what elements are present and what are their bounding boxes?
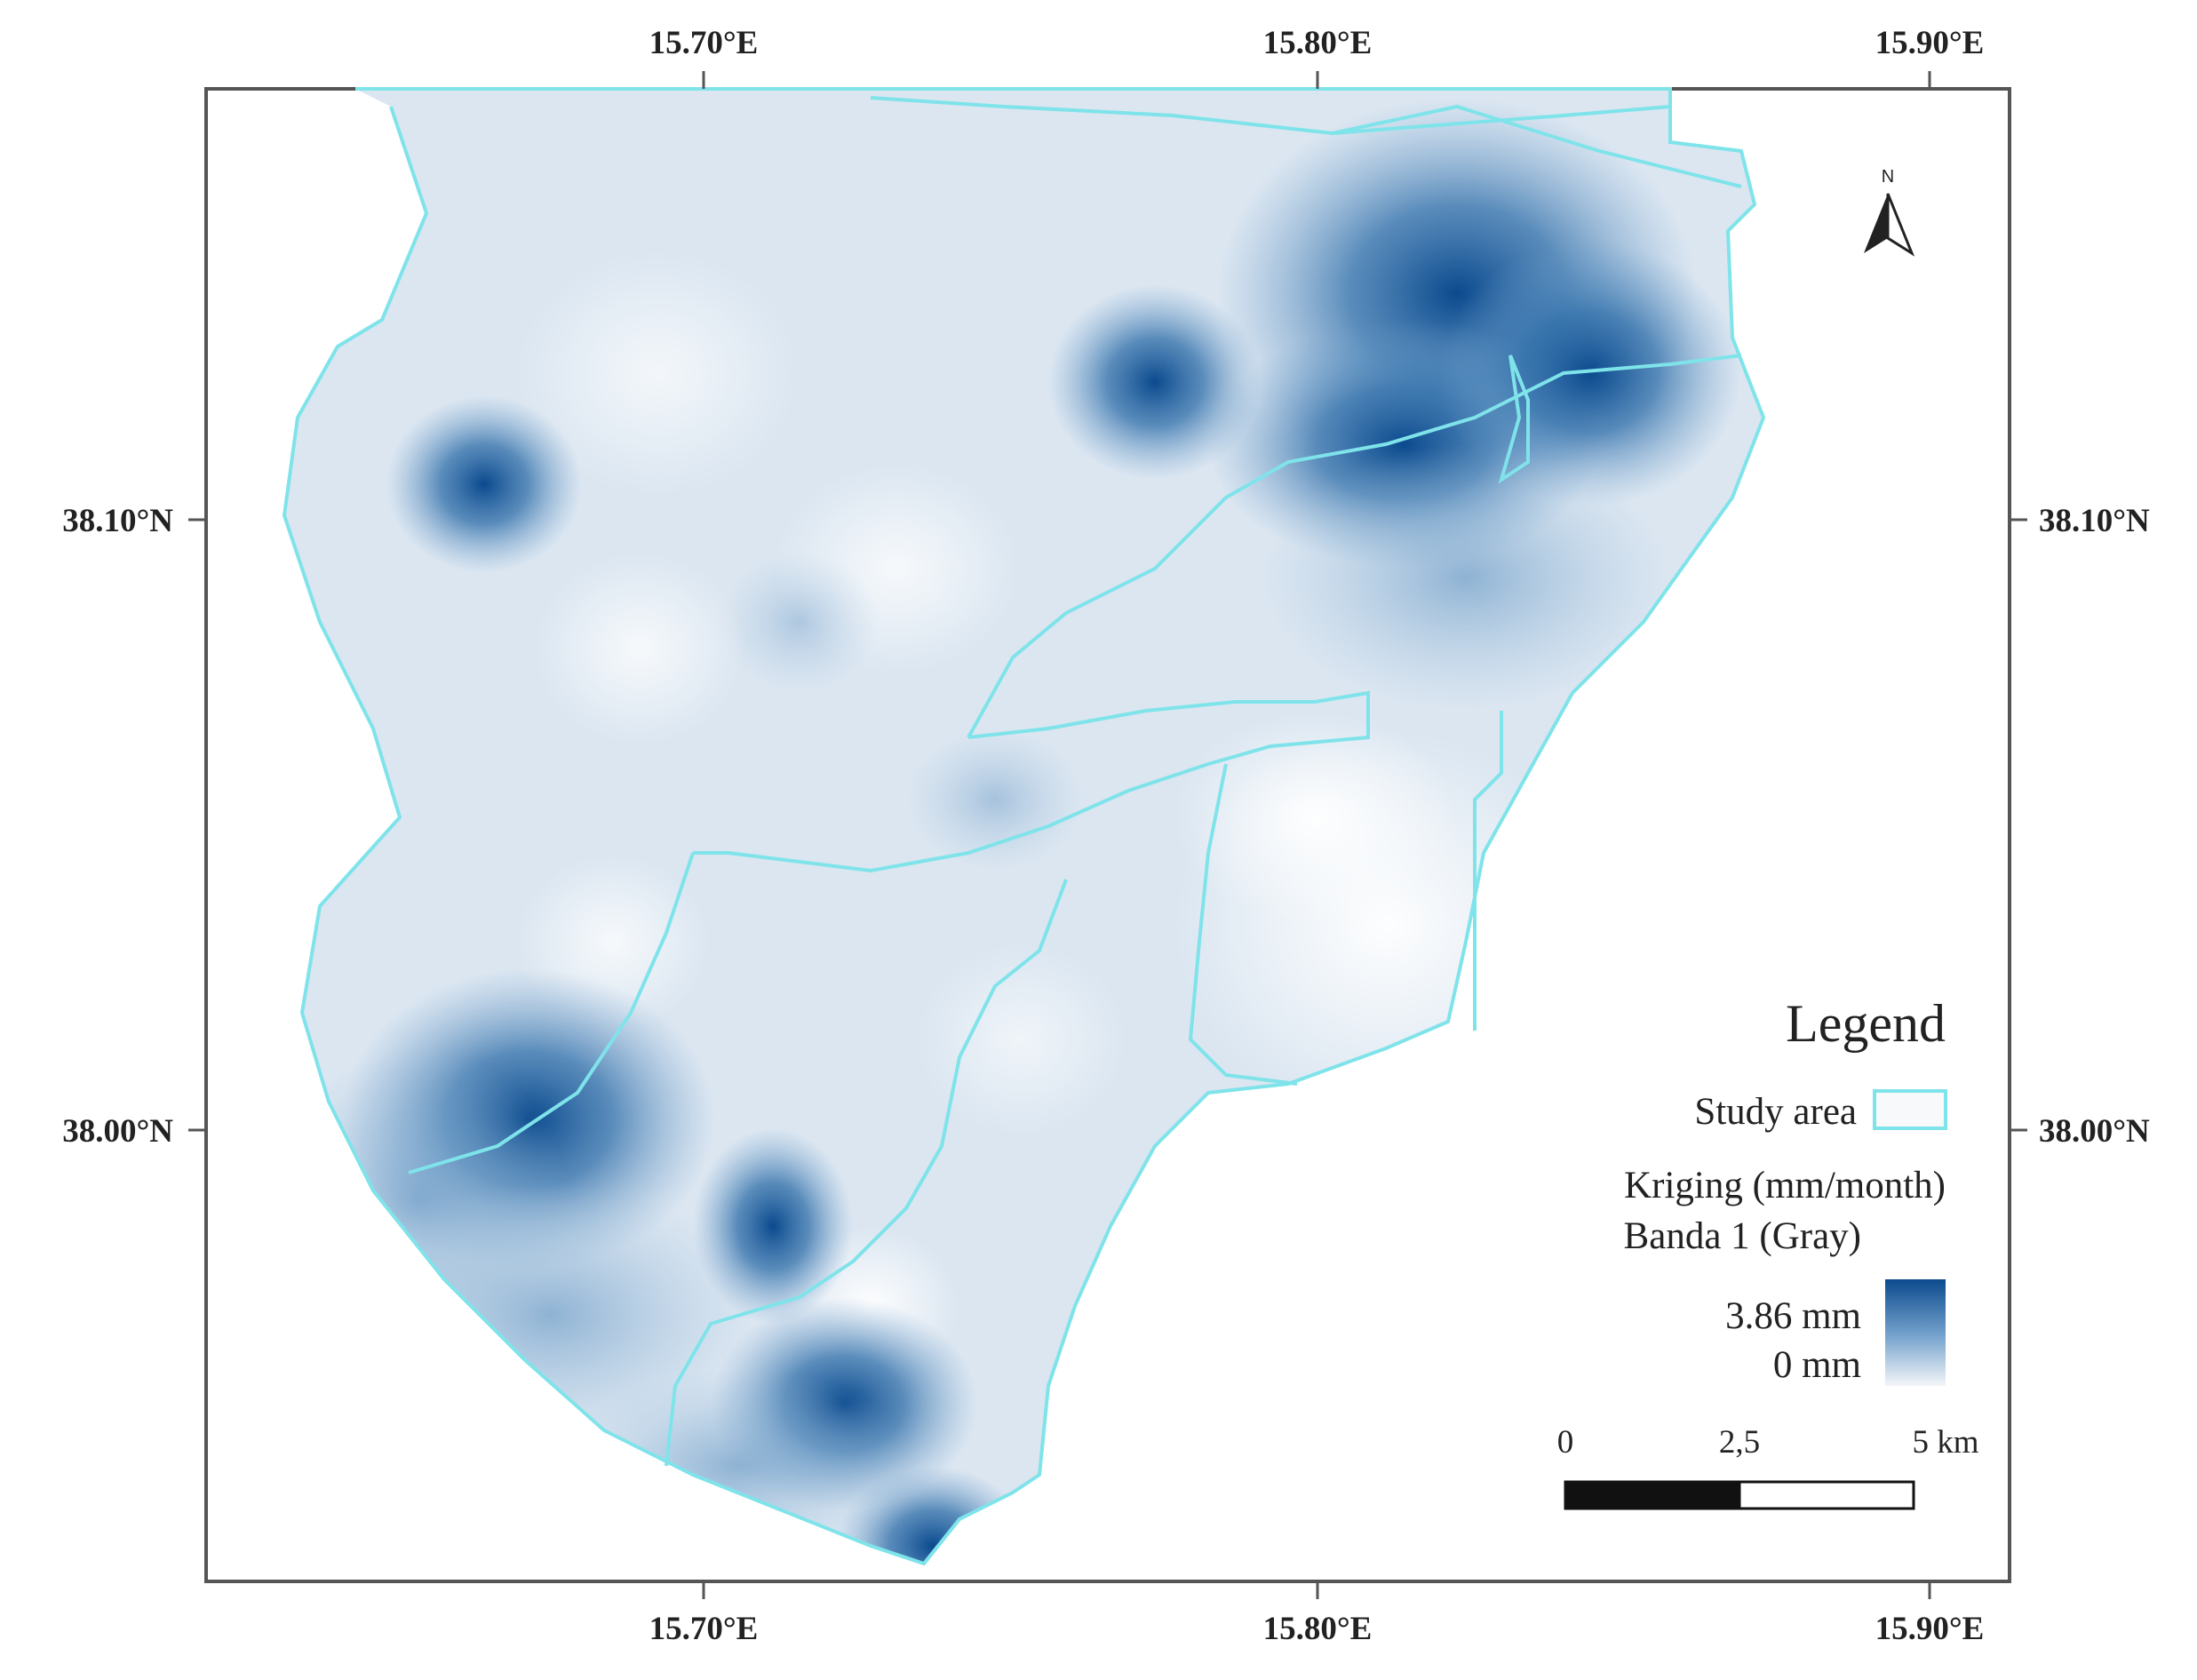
top-lon-label: 15.90°E xyxy=(1875,25,1985,61)
graticule-ticks xyxy=(188,71,2027,1599)
legend-study-area-swatch xyxy=(1873,1089,1947,1130)
legend-raster-band: Banda 1 (Gray) xyxy=(1624,1215,1861,1257)
legend-color-ramp xyxy=(1885,1279,1946,1386)
north-arrow: N xyxy=(1864,167,1915,257)
right-lat-label: 38.00°N xyxy=(2039,1113,2150,1150)
north-arrow-icon xyxy=(1864,194,1888,253)
legend-title: Legend xyxy=(1786,994,1946,1053)
scale-label-0: 0 xyxy=(1557,1424,1574,1461)
top-lon-label: 15.70°E xyxy=(649,25,759,61)
kriging-raster xyxy=(284,89,1763,1564)
right-lat-label: 38.10°N xyxy=(2039,503,2150,539)
left-lat-label: 38.00°N xyxy=(62,1113,173,1150)
scale-bar: 0 2,5 5 km xyxy=(1557,1424,1979,1510)
left-lat-label: 38.10°N xyxy=(62,503,173,539)
north-label: N xyxy=(1882,167,1894,187)
scale-label-mid: 2,5 xyxy=(1719,1424,1760,1461)
legend-min-label: 0 mm xyxy=(1773,1344,1861,1386)
legend-max-label: 3.86 mm xyxy=(1725,1295,1861,1337)
bottom-lon-label: 15.70°E xyxy=(649,1611,759,1647)
study-area-boundaries xyxy=(282,87,1766,1566)
bottom-lon-label: 15.80°E xyxy=(1263,1611,1373,1647)
top-lon-label: 15.80°E xyxy=(1263,25,1373,61)
bottom-lon-label: 15.90°E xyxy=(1875,1611,1985,1647)
legend-study-area-label: Study area xyxy=(1694,1091,1857,1133)
legend: Legend Study area Kriging (mm/month) Ban… xyxy=(1624,994,1947,1386)
legend-raster-title: Kriging (mm/month) xyxy=(1624,1165,1946,1206)
scale-label-end: 5 km xyxy=(1912,1424,1978,1461)
